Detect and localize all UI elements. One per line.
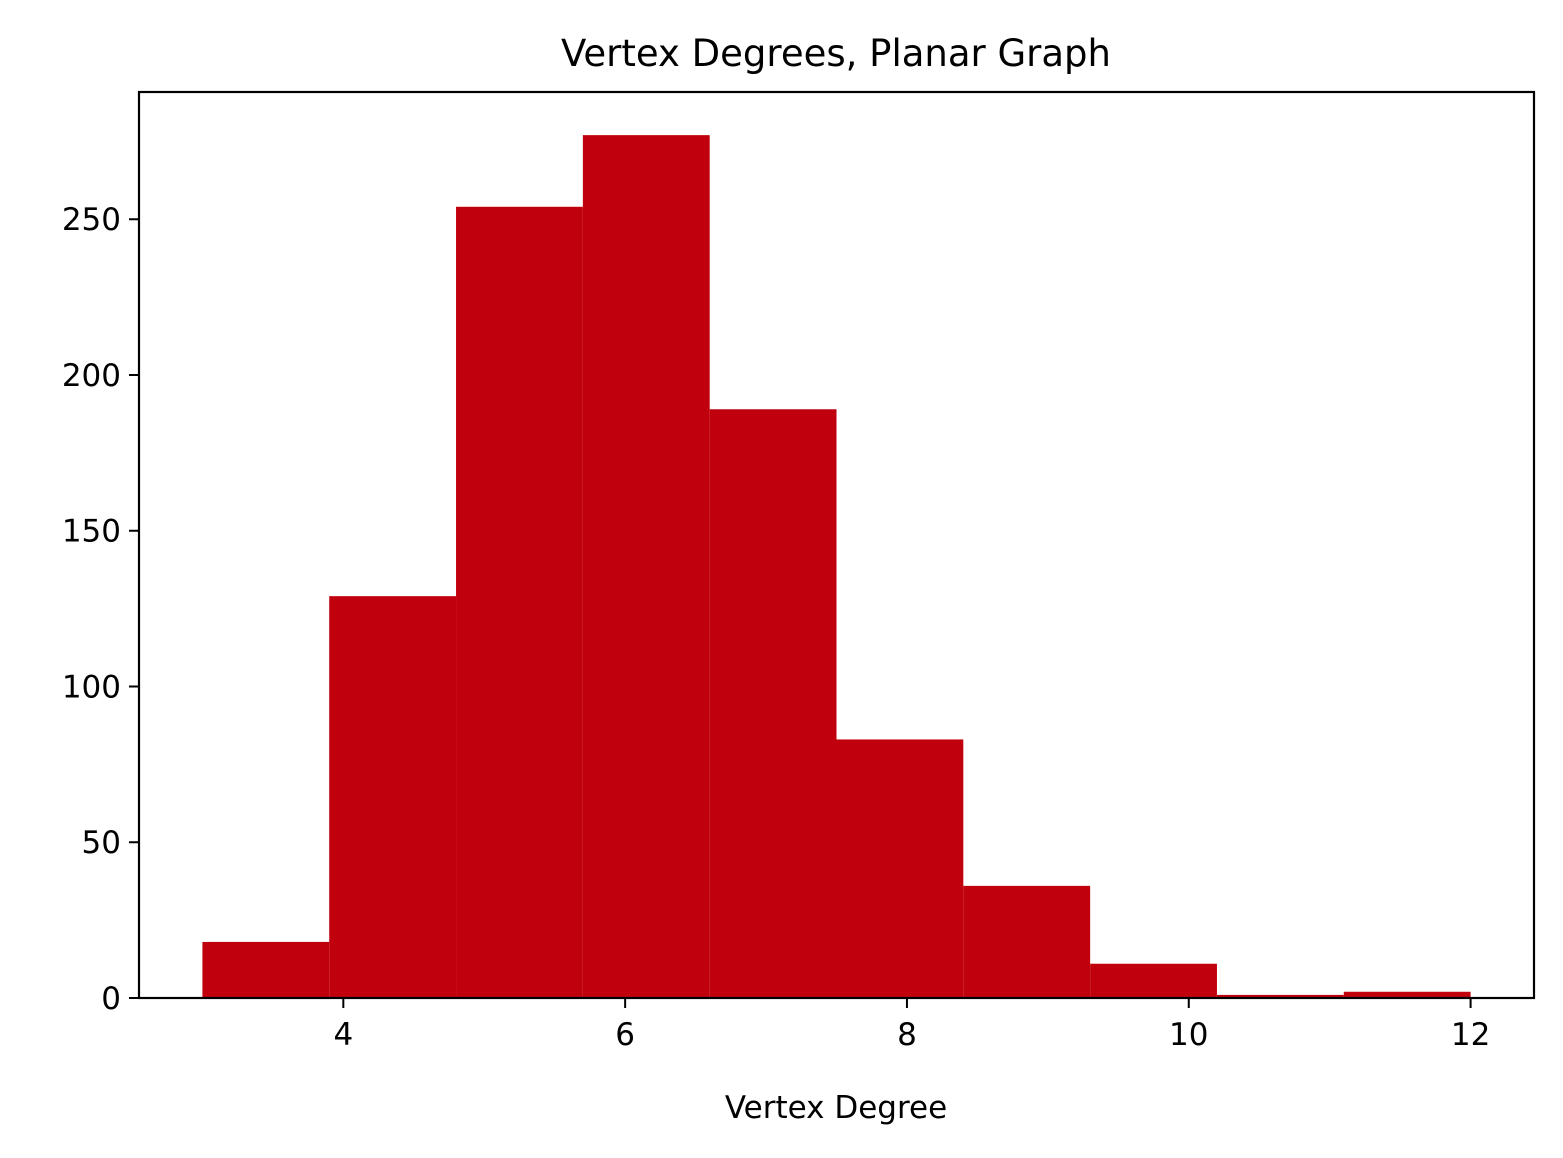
histogram-bar-3 [582, 135, 710, 999]
x-tick-label: 4 [333, 1017, 353, 1053]
histogram-bar-8 [1216, 994, 1344, 998]
histogram-bar-6 [963, 885, 1091, 998]
bars-group [202, 135, 1471, 999]
histogram-bar-7 [1090, 963, 1217, 998]
histogram-bar-1 [329, 596, 457, 998]
chart-title: Vertex Degrees, Planar Graph [561, 32, 1111, 75]
x-tick-label: 6 [615, 1017, 635, 1053]
y-tick-label: 100 [62, 669, 121, 705]
x-tick-label: 8 [897, 1017, 917, 1053]
x-axis-ticks: 4 6 8 10 12 [333, 998, 1490, 1053]
y-tick-label: 150 [62, 514, 121, 550]
histogram-bar-4 [709, 409, 837, 998]
x-tick-label: 12 [1451, 1017, 1490, 1053]
y-tick-label: 0 [101, 981, 121, 1017]
histogram-bar-0 [202, 941, 330, 998]
y-tick-label: 200 [62, 358, 121, 394]
histogram-bar-5 [836, 739, 964, 998]
x-tick-label: 10 [1169, 1017, 1208, 1053]
histogram-bar-9 [1343, 991, 1471, 998]
y-tick-label: 50 [82, 825, 121, 861]
x-axis-label: Vertex Degree [725, 1090, 947, 1126]
plot-frame [137, 90, 1536, 1000]
histogram-bar-2 [456, 206, 583, 999]
y-axis-ticks: 0 50 100 150 200 250 [62, 202, 139, 1017]
y-tick-label: 250 [62, 202, 121, 238]
